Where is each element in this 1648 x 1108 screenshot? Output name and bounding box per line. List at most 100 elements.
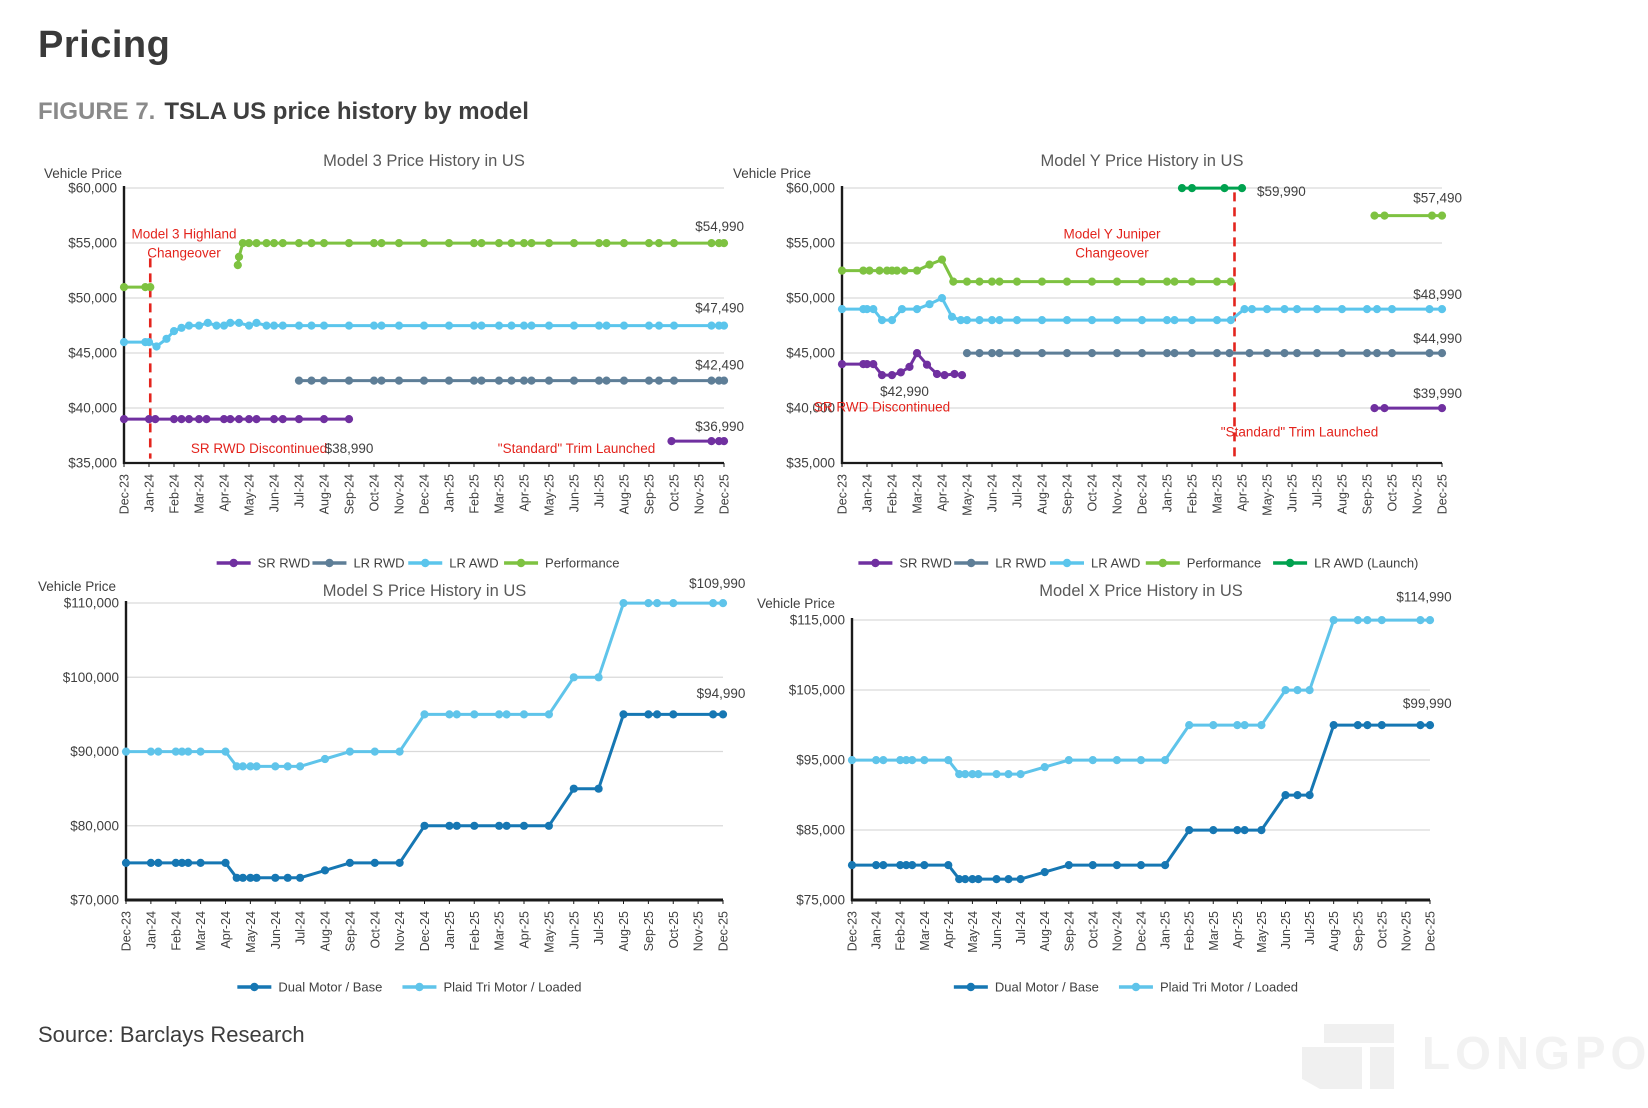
x-tick-label: Aug-25 [1327, 911, 1341, 951]
dual-motor-marker [184, 858, 193, 867]
legend-swatch-marker [325, 558, 334, 568]
lr-rwd-marker [1292, 349, 1302, 358]
x-tick-label: Sep-25 [643, 474, 657, 514]
sr-rwd-standard-marker [707, 437, 716, 446]
lr-rwd-marker [527, 376, 536, 385]
dual-motor-marker [961, 875, 970, 884]
lr-rwd-marker [1262, 349, 1272, 358]
performance-pre-marker [1062, 277, 1072, 286]
dual-motor-marker [879, 861, 888, 870]
lr-awd-marker [1037, 316, 1047, 325]
lr-rwd-marker [962, 349, 972, 358]
performance-marker [319, 239, 329, 248]
plaid-tri-motor-marker [544, 710, 554, 719]
x-tick-label: Mar-24 [194, 911, 208, 951]
dual-motor-marker [452, 821, 461, 830]
x-tick-label: Aug-24 [319, 911, 333, 951]
lr-awd-launch-marker [1187, 184, 1197, 193]
x-tick-label: Jun-25 [567, 911, 581, 949]
performance-marker [602, 239, 611, 248]
x-tick-label: Sep-24 [1061, 474, 1075, 514]
lr-awd-marker [527, 321, 536, 330]
lr-awd-marker [995, 316, 1004, 325]
model-s-price-history-chart: $110,000 $100,000 $90,000 $80,000 $70,000 Dec… [30, 575, 755, 1005]
y-tick-label: $45,000 [68, 346, 117, 361]
x-tick-label: Aug-24 [1036, 474, 1050, 514]
y-tick-label: $105,000 [789, 683, 845, 698]
x-tick-label: Oct-24 [1086, 474, 1100, 512]
lr-rwd-marker [987, 349, 997, 358]
legend-item: LR RWD [954, 556, 1046, 571]
lr-awd-marker [477, 321, 486, 330]
x-tick-label: Sep-25 [1351, 911, 1365, 951]
plaid-tri-motor-marker [232, 762, 241, 771]
y-tick-label: $55,000 [786, 236, 835, 251]
annotation-text: SR RWD Discontinued [191, 441, 327, 456]
price-label: $44,990 [1413, 331, 1462, 346]
legend-swatch-marker [1285, 558, 1295, 568]
dual-motor-marker [1233, 826, 1242, 835]
x-tick-label: Jul-25 [592, 911, 606, 945]
lr-rwd-marker [1372, 349, 1382, 358]
x-tick-label: Dec-23 [118, 474, 132, 514]
lr-awd-marker [1280, 305, 1289, 314]
lr-rwd-marker [1187, 349, 1197, 358]
lr-rwd-marker [1037, 349, 1047, 358]
x-tick-label: Jan-25 [1159, 911, 1173, 949]
lr-awd-marker [1012, 316, 1022, 325]
dual-motor-marker [992, 875, 1001, 884]
y-tick-label: $110,000 [64, 596, 119, 611]
y-tick-label: $75,000 [796, 893, 845, 908]
dual-motor-marker [246, 873, 255, 882]
x-tick-label: Dec-25 [718, 474, 732, 514]
dual-motor-marker [896, 861, 905, 870]
y-axis-title: Vehicle Price [44, 166, 122, 181]
lr-awd-launch-marker [1237, 184, 1247, 193]
legend-item: LR RWD [312, 556, 404, 571]
x-tick-label: Sep-24 [343, 474, 357, 514]
lr-awd-marker [507, 321, 516, 330]
sr-rwd-marker [837, 360, 847, 369]
x-tick-label: Apr-25 [518, 474, 532, 512]
performance-pre-marker [1170, 277, 1179, 286]
lr-awd-marker [1170, 316, 1179, 325]
lr-awd-marker [1425, 305, 1434, 314]
performance-marker [469, 239, 479, 248]
lr-rwd-marker [1162, 349, 1172, 358]
x-tick-label: Jul-24 [294, 911, 308, 945]
x-tick-label: May-24 [243, 474, 257, 516]
model-y-lr-rwd-series [962, 349, 1447, 358]
y-tick-label: $40,000 [786, 401, 835, 416]
dual-motor-marker [1305, 791, 1314, 800]
lr-rwd-marker [369, 376, 379, 385]
lr-awd-marker [1337, 305, 1347, 314]
y-tick-label: $40,000 [68, 401, 117, 416]
plaid-tri-motor-marker [902, 756, 911, 765]
lr-awd-marker [987, 316, 997, 325]
x-tick-label: Oct-25 [668, 474, 682, 512]
lr-rwd-marker [1337, 349, 1347, 358]
lr-awd-marker [494, 321, 504, 330]
x-tick-label: Dec-24 [418, 911, 432, 951]
performance-pre-marker [949, 277, 958, 286]
lr-awd-marker [1226, 316, 1235, 325]
dual-motor-marker [1161, 861, 1170, 870]
model-s-svg: $110,000$100,000$90,000$80,000$70,000Dec… [38, 576, 745, 994]
sr-rwd-marker [896, 368, 905, 377]
performance-marker [669, 239, 679, 248]
performance-marker [377, 239, 386, 248]
lr-awd-marker [169, 327, 179, 336]
lr-rwd-marker [477, 376, 486, 385]
legend-swatch-marker [415, 982, 424, 992]
dual-motor-marker [847, 861, 857, 870]
plaid-tri-motor-marker [1136, 756, 1146, 765]
performance-marker [544, 239, 554, 248]
plaid-tri-motor-marker [1004, 770, 1013, 779]
plaid-tri-motor-marker [1161, 756, 1170, 765]
plaid-tri-motor-marker [1305, 686, 1314, 695]
dual-motor-marker [1088, 861, 1097, 870]
dual-motor-marker [1185, 826, 1194, 835]
model-3-sr-rwd-standard-series [667, 437, 729, 446]
plaid-tri-motor-marker [944, 756, 953, 765]
dual-motor-marker [1004, 875, 1013, 884]
